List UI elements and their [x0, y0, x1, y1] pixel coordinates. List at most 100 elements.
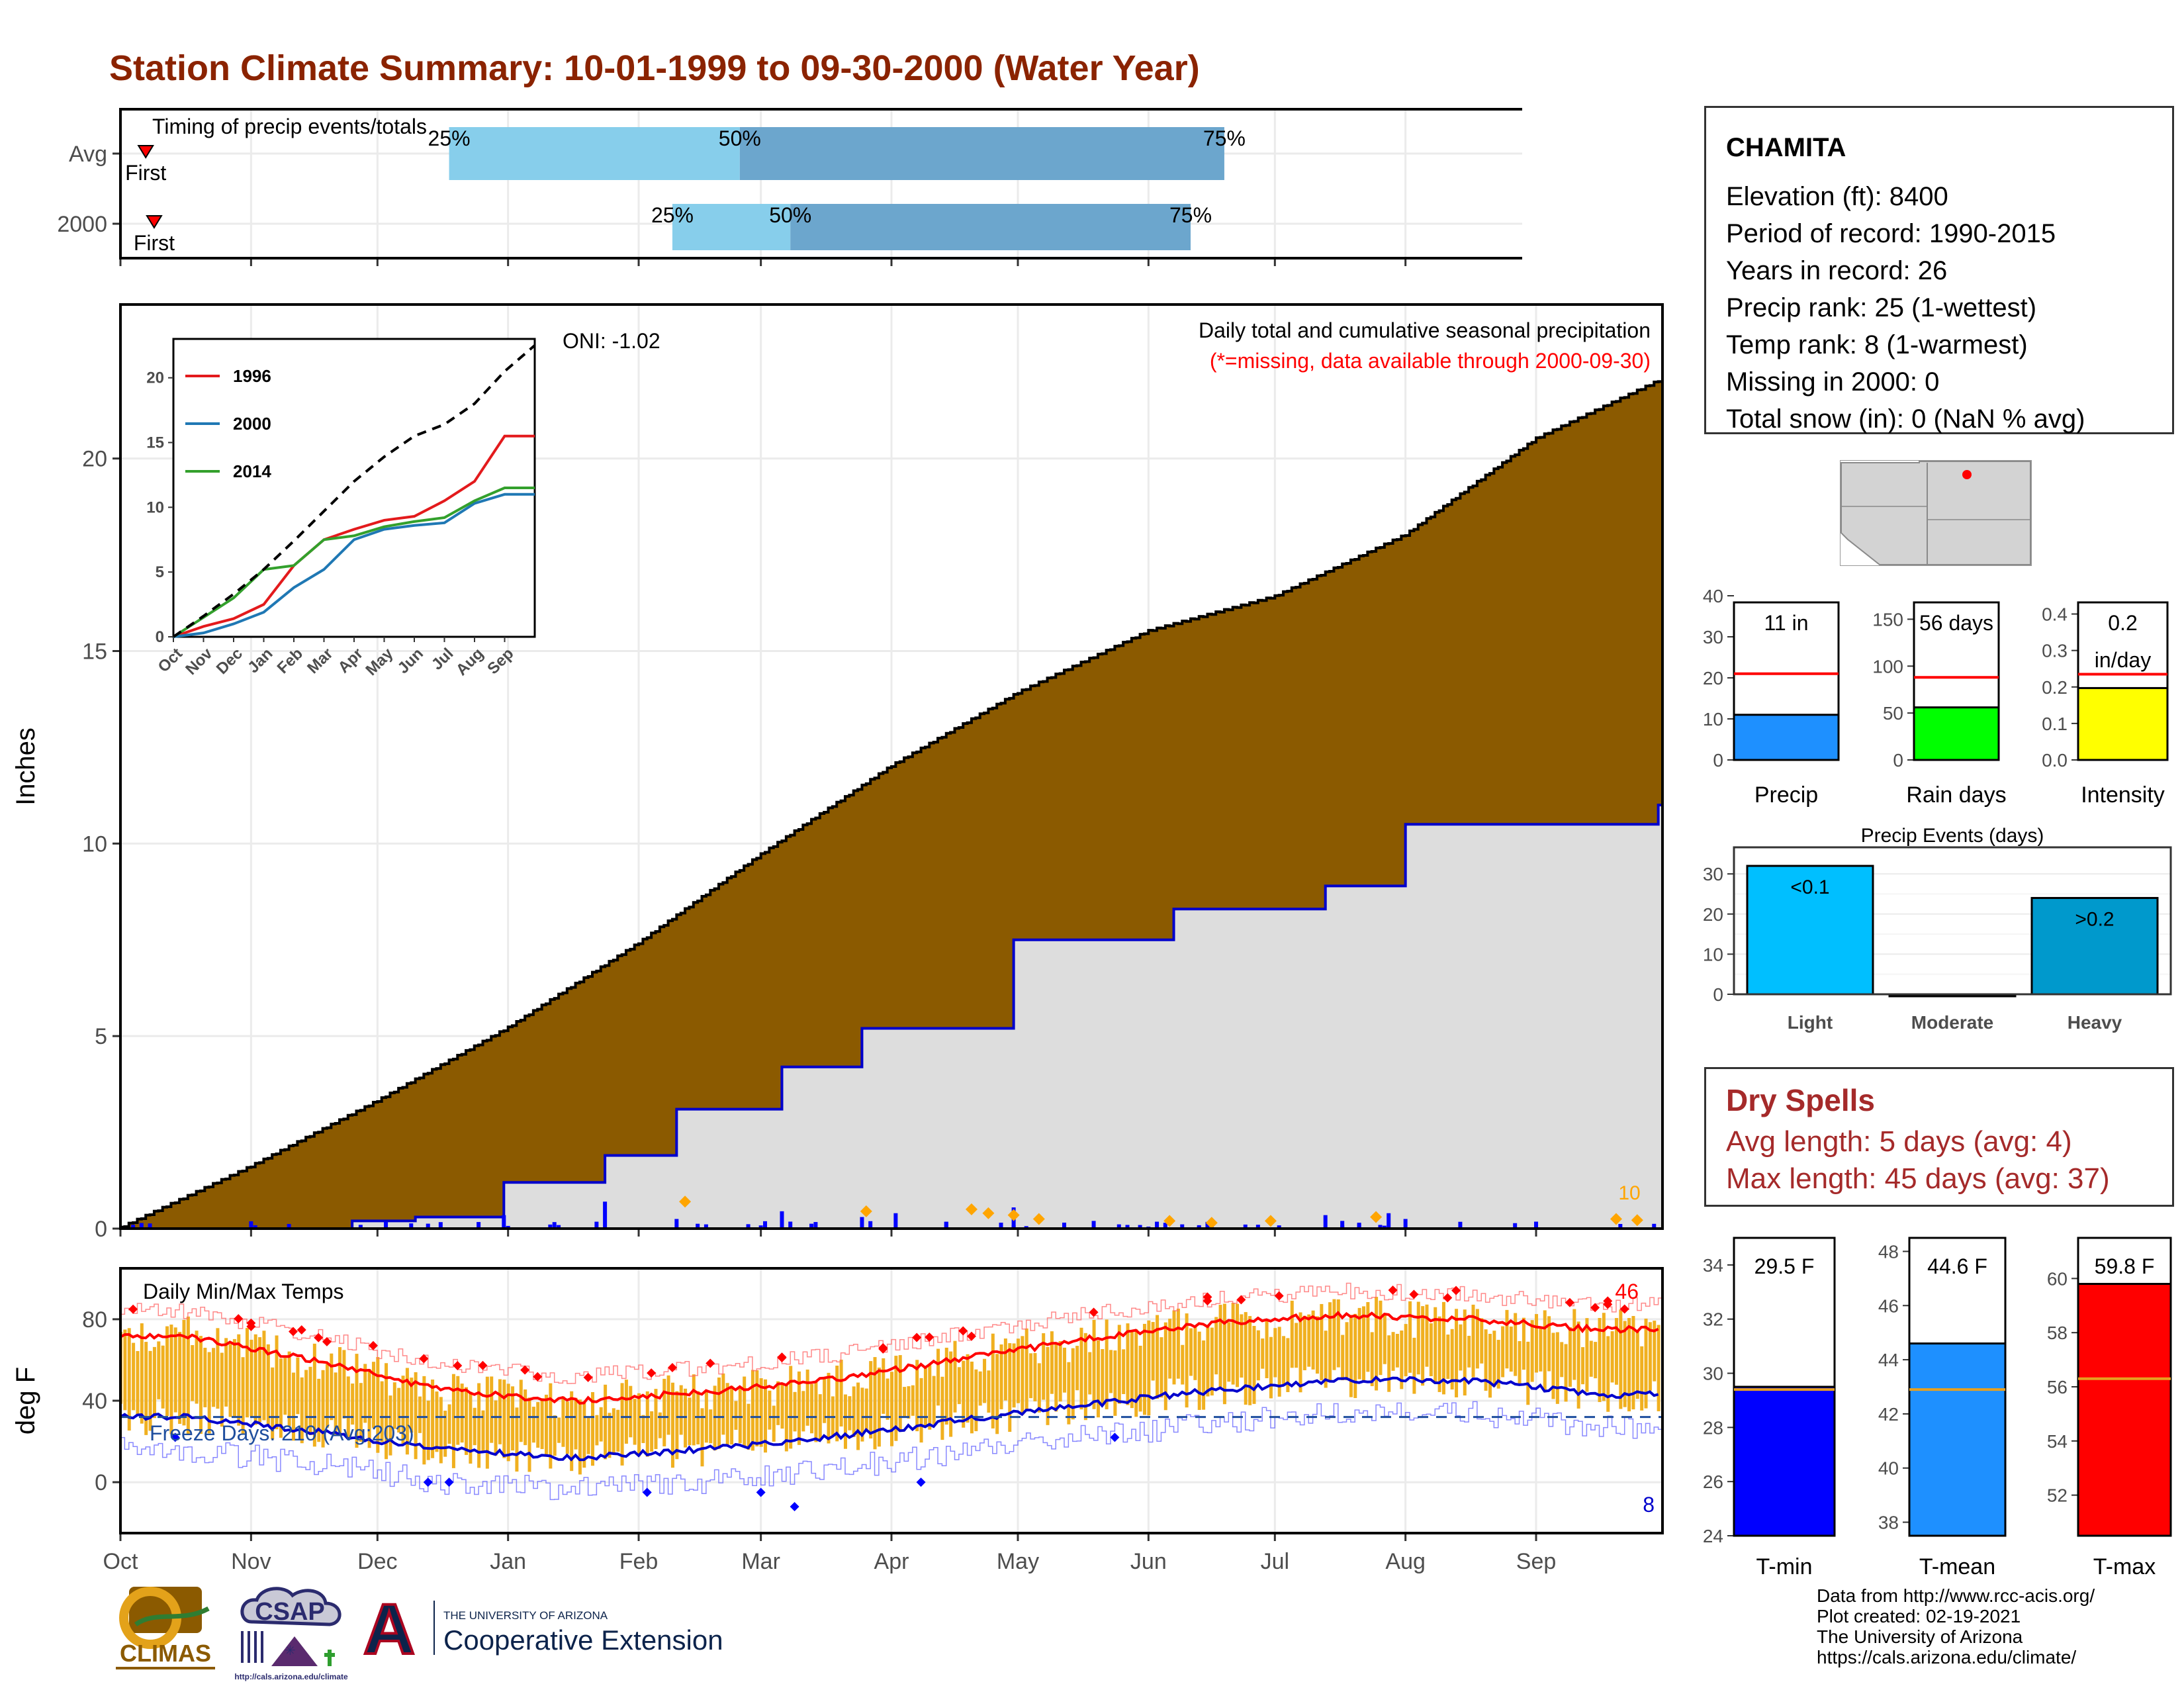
- daily-precip-bar: [384, 1221, 388, 1229]
- daily-temp-range-bar: [730, 1385, 734, 1445]
- daily-temp-range-bar: [1092, 1319, 1096, 1409]
- daily-temp-range-bar: [1172, 1310, 1176, 1385]
- daily-temp-range-bar: [422, 1376, 426, 1465]
- month-axis-label: Apr: [874, 1549, 909, 1574]
- daily-precip-bar: [1243, 1224, 1248, 1229]
- record-high-marker: [1274, 1291, 1284, 1301]
- daily-temp-range-bar: [1619, 1309, 1623, 1409]
- daily-temp-range-bar: [759, 1378, 763, 1447]
- daily-temp-range-bar: [191, 1344, 195, 1401]
- daily-temp-range-bar: [608, 1413, 612, 1458]
- daily-temp-range-bar: [1488, 1333, 1492, 1398]
- daily-temp-range-bar: [1463, 1309, 1467, 1396]
- record-high-marker: [966, 1331, 976, 1341]
- daily-temp-range-bar: [612, 1408, 615, 1453]
- record-high-marker: [878, 1343, 888, 1353]
- ua-cooperative-extension-logo[interactable]: A THE UNIVERSITY OF ARIZONA Cooperative …: [357, 1589, 754, 1668]
- daily-temp-range-bar: [1003, 1338, 1007, 1401]
- daily-temp-range-bar: [1117, 1325, 1121, 1404]
- daily-precip-bar: [1255, 1225, 1260, 1229]
- daily-temp-range-bar: [148, 1350, 152, 1431]
- ua-a-icon: A: [363, 1589, 415, 1668]
- daily-temp-range-bar: [966, 1354, 970, 1423]
- daily-temp-range-bar: [991, 1333, 995, 1429]
- climas-logo[interactable]: CLIMAS: [109, 1583, 222, 1679]
- daily-precip-bar: [944, 1221, 948, 1229]
- mini-bar-value: 0.2: [2108, 611, 2137, 635]
- station-location-map: [1840, 460, 2032, 566]
- daily-temp-range-bar: [1366, 1302, 1370, 1372]
- daily-temp-range-bar: [983, 1358, 987, 1403]
- daily-precip-bar: [704, 1224, 708, 1229]
- events-x-label: Heavy: [2068, 1012, 2122, 1033]
- ua-name: THE UNIVERSITY OF ARIZONA: [443, 1609, 608, 1622]
- daily-temp-range-bar: [241, 1357, 245, 1434]
- daily-precip-bar: [1062, 1222, 1067, 1229]
- daily-precip-bar: [603, 1201, 608, 1229]
- record-high-marker: [1603, 1296, 1613, 1306]
- daily-temp-range-bar: [1315, 1316, 1319, 1374]
- daily-temp-range-bar: [1236, 1303, 1240, 1387]
- timing-label-75: 75%: [1203, 126, 1246, 150]
- daily-temp-range-bar: [1029, 1353, 1033, 1399]
- daily-precip-bar: [868, 1221, 873, 1229]
- wy-cumulative-line: [120, 804, 1662, 1230]
- daily-precip-bar: [746, 1224, 751, 1229]
- avg-tmin-line: [120, 1375, 1659, 1462]
- temp-bar-y-tick-label: 48: [1878, 1241, 1899, 1262]
- daily-temp-range-bar: [1585, 1318, 1589, 1392]
- daily-temp-range-bar: [1425, 1304, 1429, 1367]
- daily-temp-range-bar: [1501, 1326, 1505, 1378]
- avg-tmax-line: [119, 1311, 1659, 1405]
- daily-temp-range-bar: [523, 1389, 527, 1446]
- record-high-marker: [453, 1360, 463, 1370]
- daily-temp-range-bar: [877, 1367, 881, 1447]
- daily-temp-range-bar: [784, 1385, 788, 1452]
- daily-temp-range-bar: [1273, 1328, 1277, 1378]
- daily-temp-range-bar: [199, 1336, 203, 1434]
- inset-y-tick-label: 10: [146, 498, 164, 516]
- daily-temp-range-bar: [312, 1343, 316, 1447]
- daily-temp-range-bar: [734, 1401, 738, 1430]
- daily-temp-range-bar: [469, 1391, 473, 1464]
- daily-temp-range-bar: [1105, 1319, 1109, 1409]
- daily-temp-range-bar: [1631, 1316, 1635, 1410]
- record-low-marker: [916, 1477, 926, 1487]
- credit-university: The University of Arizona: [1817, 1626, 2023, 1647]
- daily-temp-range-bar: [392, 1382, 396, 1429]
- mini-y-tick-label: 40: [1703, 586, 1723, 606]
- first-event-label: First: [125, 161, 166, 185]
- record-high-marker: [314, 1333, 324, 1342]
- daily-temp-range-bar: [367, 1368, 371, 1448]
- mini-y-tick-label: 0.1: [2042, 714, 2068, 734]
- daily-precip-bar: [1138, 1225, 1142, 1229]
- daily-temp-range-bar: [481, 1410, 485, 1452]
- daily-temp-range-bar: [456, 1376, 460, 1445]
- freeze-days-label: Freeze Days: 210 (Avg:203): [150, 1421, 414, 1445]
- temp-bar-y-tick-label: 60: [2047, 1268, 2068, 1289]
- daily-temp-range-bar: [1387, 1335, 1391, 1392]
- mini-y-tick-label: 100: [1872, 656, 1903, 677]
- record-high-marker: [1443, 1293, 1453, 1303]
- csap-logo[interactable]: CSAP ✳ http://cals.arizona.edu/climate: [232, 1583, 351, 1683]
- daily-temp-range-bar: [843, 1394, 847, 1449]
- daily-temp-range-bar: [1021, 1336, 1024, 1415]
- daily-temp-range-bar: [1467, 1335, 1471, 1368]
- daily-temp-range-bar: [1122, 1349, 1126, 1395]
- daily-temp-range-bar: [465, 1387, 469, 1455]
- daily-temp-range-bar: [1269, 1336, 1273, 1399]
- daily-temp-range-bar: [1505, 1309, 1509, 1369]
- daily-temp-range-bar: [1046, 1346, 1050, 1425]
- daily-temp-range-bar: [473, 1407, 477, 1446]
- daily-temp-range-bar: [506, 1383, 510, 1462]
- daily-temp-range-bar: [540, 1398, 544, 1450]
- daily-temp-range-bar: [279, 1358, 283, 1438]
- daily-temp-range-bar: [485, 1376, 489, 1469]
- record-high-marker: [246, 1318, 256, 1328]
- plot-frame: [119, 303, 1664, 1230]
- daily-temp-range-bar: [439, 1397, 443, 1464]
- daily-temp-range-bar: [1037, 1363, 1041, 1413]
- daily-temp-range-bar: [570, 1391, 574, 1472]
- timing-label-25: 25%: [651, 203, 694, 227]
- daily-precip-bar: [594, 1221, 599, 1229]
